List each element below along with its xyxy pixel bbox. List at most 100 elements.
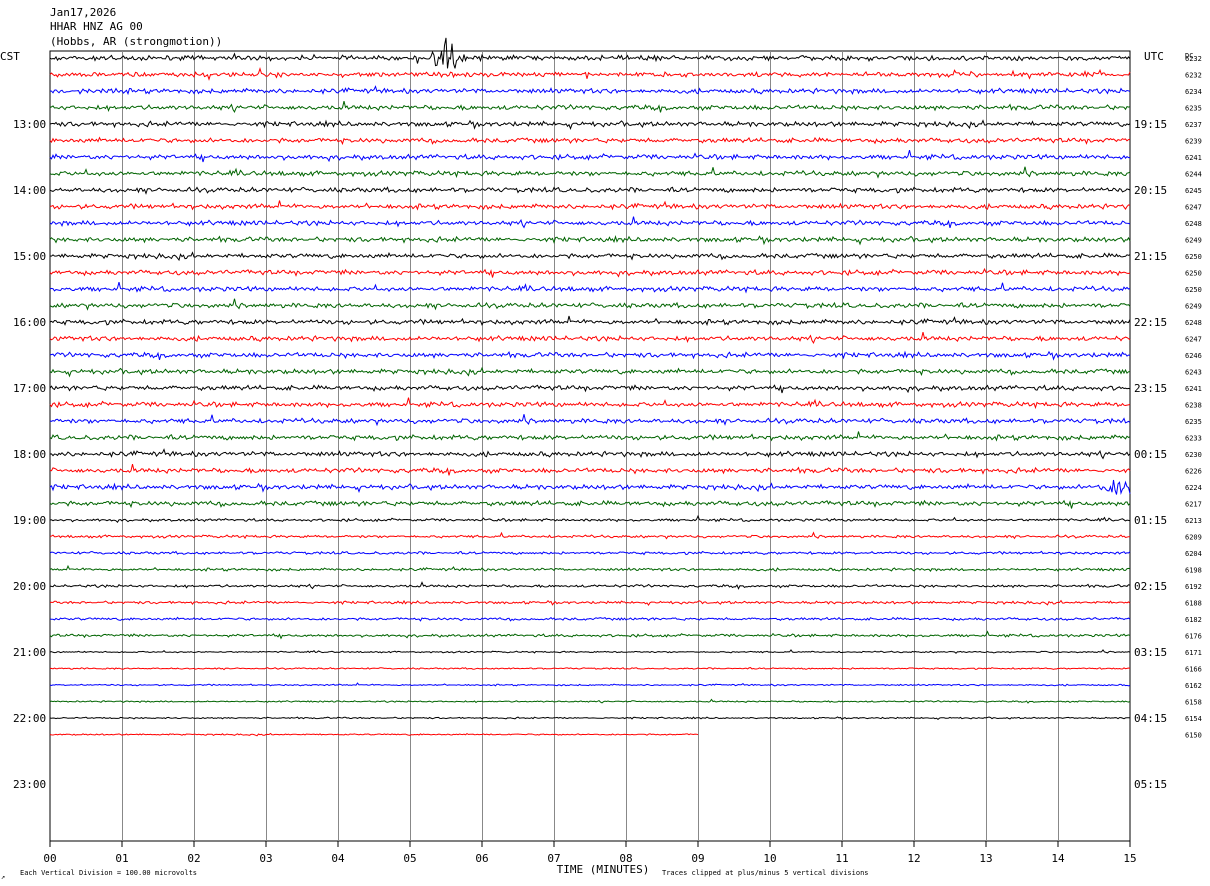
- seismic-trace: [49, 136, 1131, 146]
- dc-offset-label: 6166: [1185, 666, 1202, 674]
- dc-offset-label: 6150: [1185, 732, 1202, 740]
- dc-offset-label: 6182: [1185, 616, 1202, 624]
- seismic-trace: [49, 281, 1131, 294]
- dc-offset-label: 6230: [1185, 451, 1202, 459]
- seismic-trace: [49, 630, 1131, 640]
- dc-offset-label: 6162: [1185, 682, 1202, 690]
- seismic-trace: [49, 85, 1131, 96]
- seismic-trace: [49, 186, 1131, 195]
- utc-hour-labels: 19:15 20:15 21:15 22:15 23:15 00:15 01:15 02:15…: [1134, 118, 1167, 791]
- utc-hour-label: 01:15: [1134, 514, 1167, 527]
- seismic-trace: [49, 267, 1131, 278]
- utc-hour-label: 03:15: [1134, 646, 1167, 659]
- dc-offset-labels: 6232 6232 6234 6235 6237 6239 6241 6244 6245 6247…: [1185, 55, 1202, 740]
- seismic-trace: [49, 499, 1131, 509]
- utc-label: UTC: [1144, 50, 1164, 63]
- cst-hour-label: 15:00: [13, 250, 46, 263]
- dc-offset-label: 6243: [1185, 369, 1202, 377]
- x-tick-label: 12: [907, 852, 920, 865]
- seismic-trace: [49, 649, 1131, 654]
- x-tick-label: 00: [43, 852, 56, 865]
- x-axis-title: TIME (MINUTES): [557, 863, 650, 876]
- x-tick-label: 11: [835, 852, 848, 865]
- seismic-trace: [49, 531, 1130, 540]
- utc-hour-label: 19:15: [1134, 118, 1167, 131]
- cst-hour-label: 13:00: [13, 118, 46, 131]
- cst-hour-label: 23:00: [13, 778, 46, 791]
- dc-offset-label: 6192: [1185, 583, 1202, 591]
- seismic-trace: [49, 599, 1131, 607]
- x-tick-label: 15: [1123, 852, 1136, 865]
- seismic-trace: [49, 581, 1131, 590]
- x-tick-label: 05: [403, 852, 416, 865]
- seismic-trace: [49, 732, 699, 737]
- x-tick-label: 13: [979, 852, 992, 865]
- utc-hour-label: 02:15: [1134, 580, 1167, 593]
- dc-offset-label: 6204: [1185, 550, 1202, 558]
- cst-hour-label: 17:00: [13, 382, 46, 395]
- dc-offset-label: 6188: [1185, 600, 1202, 608]
- dc-offset-label: 6245: [1185, 187, 1202, 195]
- seismic-trace: [49, 366, 1131, 378]
- dc-offset-label: 6198: [1185, 567, 1202, 575]
- dc-offset-label: 6232: [1185, 55, 1202, 63]
- dc-offset-label: 6248: [1185, 319, 1202, 327]
- dc-offset-label: 6249: [1185, 303, 1202, 311]
- dc-offset-label: 6213: [1185, 517, 1202, 525]
- cst-hour-label: 20:00: [13, 580, 46, 593]
- seismic-traces: [49, 37, 1131, 737]
- utc-hour-label: 23:15: [1134, 382, 1167, 395]
- dc-offset-label: 6248: [1185, 220, 1202, 228]
- dc-offset-label: 6154: [1185, 715, 1202, 723]
- dc-offset-label: 6171: [1185, 649, 1202, 657]
- x-tick-label: 06: [475, 852, 488, 865]
- minute-gridlines: [49, 50, 1131, 842]
- seismic-trace: [49, 350, 1131, 361]
- x-tick-label: 04: [331, 852, 345, 865]
- plot-frame: [49, 50, 1131, 842]
- cst-hour-label: 19:00: [13, 514, 46, 527]
- dc-offset-label: 6249: [1185, 237, 1202, 245]
- seismic-trace: [49, 698, 1131, 704]
- utc-hour-label: 00:15: [1134, 448, 1167, 461]
- utc-hour-label: 04:15: [1134, 712, 1167, 725]
- seismic-trace: [49, 479, 1131, 495]
- seismic-trace: [49, 298, 1131, 311]
- seismic-trace: [49, 667, 1131, 671]
- cst-hour-label: 18:00: [13, 448, 46, 461]
- x-tick-label: 07: [547, 852, 560, 865]
- seismic-trace: [49, 234, 1131, 246]
- dc-offset-label: 6244: [1185, 171, 1202, 179]
- dc-offset-label: 6232: [1185, 72, 1202, 80]
- seismic-trace: [49, 616, 1131, 622]
- dc-offset-label: 6247: [1185, 204, 1202, 212]
- dc-offset-label: 6239: [1185, 138, 1202, 146]
- footer-clip-note: Traces clipped at plus/minus 5 vertical …: [662, 869, 869, 877]
- dc-offset-label: 6246: [1185, 352, 1202, 360]
- x-tick-label: 10: [763, 852, 776, 865]
- dc-offset-label: 6158: [1185, 699, 1202, 707]
- utc-hour-label: 22:15: [1134, 316, 1167, 329]
- x-tick-label: 02: [187, 852, 200, 865]
- dc-offset-label: 6233: [1185, 435, 1202, 443]
- seismic-trace: [49, 384, 1131, 394]
- dc-offset-label: 6250: [1185, 286, 1202, 294]
- dc-offset-label: 6224: [1185, 484, 1202, 492]
- header-location: (Hobbs, AR (strongmotion)): [50, 35, 222, 48]
- x-tick-label: 09: [691, 852, 704, 865]
- dc-offset-label: 6234: [1185, 88, 1202, 96]
- seismic-trace: [49, 37, 1131, 69]
- corner-mark: ↗: [1, 873, 5, 881]
- x-tick-label: 03: [259, 852, 272, 865]
- seismic-trace: [49, 550, 1131, 556]
- seismic-trace: [49, 166, 1131, 179]
- seismic-trace: [49, 216, 1131, 229]
- header-station: HHAR HNZ AG 00: [50, 20, 143, 33]
- seismic-trace: [49, 100, 1131, 113]
- cst-hour-label: 14:00: [13, 184, 46, 197]
- x-axis-tick-labels: 00 01 02 03 04 05 06 07 08 09 10 11 12 13 14 15: [43, 841, 1137, 865]
- seismic-trace: [49, 315, 1131, 327]
- dc-offset-label: 6241: [1185, 385, 1202, 393]
- seismic-trace: [49, 397, 1131, 410]
